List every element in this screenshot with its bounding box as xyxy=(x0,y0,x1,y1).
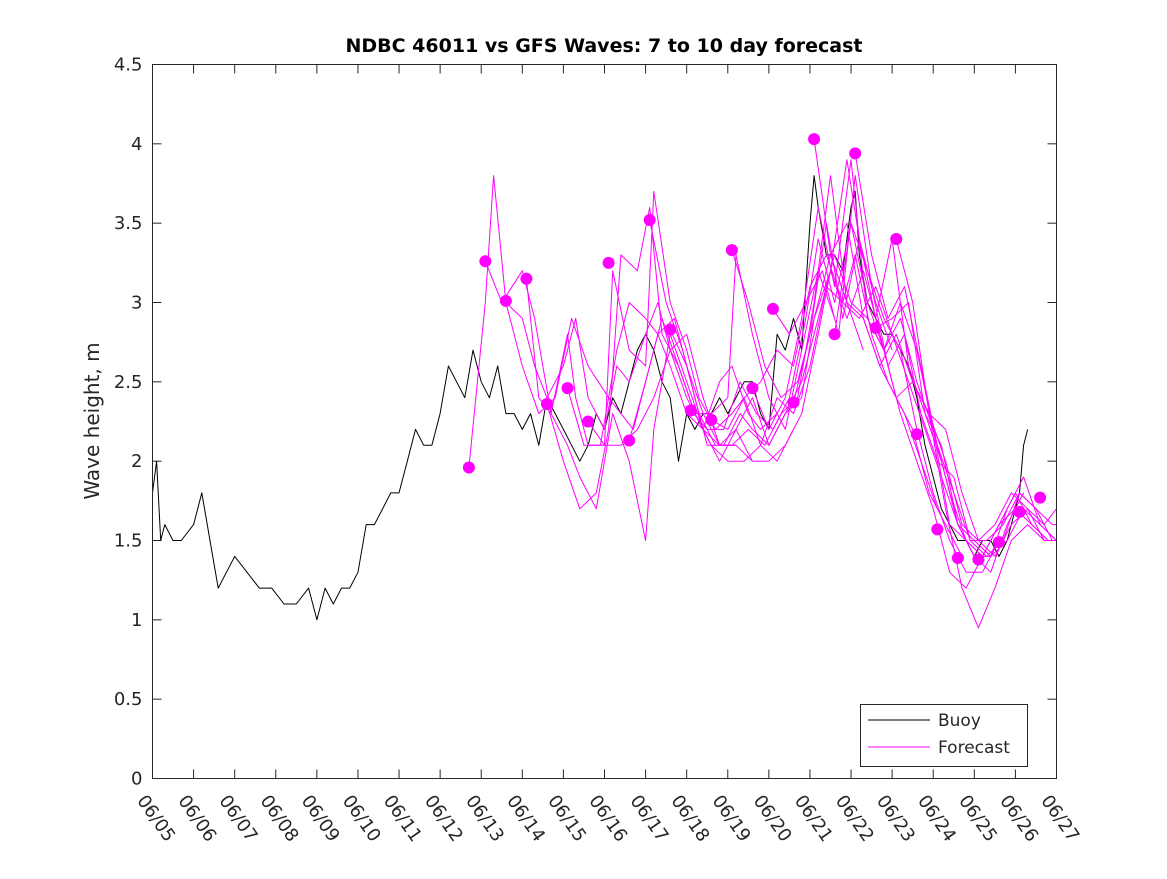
chart-title: NDBC 46011 vs GFS Waves: 7 to 10 day for… xyxy=(345,35,862,57)
forecast-marker xyxy=(951,551,964,564)
forecast-marker xyxy=(972,553,985,566)
y-axis-label: Wave height, m xyxy=(80,342,104,499)
forecast-series-line-18 xyxy=(834,222,1057,557)
forecast-marker xyxy=(462,461,475,474)
forecast-marker xyxy=(499,294,512,307)
forecast-marker xyxy=(931,523,944,536)
forecast-series-line-21 xyxy=(895,238,1057,557)
legend-buoy-label: Buoy xyxy=(938,711,981,731)
forecast-marker xyxy=(725,244,738,257)
forecast-marker xyxy=(520,272,533,285)
y-tick-label: 2 xyxy=(131,451,142,472)
y-tick-label: 2.5 xyxy=(114,372,143,393)
forecast-marker xyxy=(561,382,574,395)
forecast-marker xyxy=(705,413,718,426)
forecast-series-line-19 xyxy=(854,153,1057,541)
forecast-marker xyxy=(992,536,1005,549)
forecast-marker xyxy=(869,321,882,334)
forecast-series-line-7 xyxy=(587,159,893,462)
forecast-marker xyxy=(849,147,862,160)
forecast-marker xyxy=(1034,491,1047,504)
y-tick-label: 0 xyxy=(131,769,142,790)
forecast-marker xyxy=(602,256,615,269)
forecast-marker xyxy=(890,233,903,246)
forecast-marker xyxy=(479,255,492,268)
forecast-marker xyxy=(1013,505,1026,518)
legend: Buoy Forecast xyxy=(860,704,1028,767)
forecast-series-line-11 xyxy=(690,222,1000,573)
y-tick-label: 4.5 xyxy=(114,55,143,76)
forecast-marker xyxy=(746,382,759,395)
legend-box xyxy=(860,704,1028,767)
y-tick-label: 1 xyxy=(131,610,142,631)
legend-forecast-label: Forecast xyxy=(938,738,1010,758)
forecast-marker xyxy=(582,415,595,428)
y-tick-label: 1.5 xyxy=(114,531,143,552)
y-tick-label: 3 xyxy=(131,293,142,314)
forecast-marker xyxy=(828,328,841,341)
forecast-marker xyxy=(540,398,553,411)
forecast-series-line-20 xyxy=(875,302,1057,557)
forecast-marker xyxy=(787,396,800,409)
forecast-marker xyxy=(643,213,656,226)
y-tick-label: 4 xyxy=(131,134,142,155)
forecast-marker xyxy=(808,133,821,146)
forecast-marker xyxy=(623,434,636,447)
forecast-marker xyxy=(664,323,677,336)
plot-frame xyxy=(152,64,1057,779)
forecast-marker xyxy=(684,404,697,417)
forecast-series-line-4 xyxy=(525,190,794,462)
forecast-marker xyxy=(766,302,779,315)
forecast-marker xyxy=(910,428,923,441)
y-tick-label: 3.5 xyxy=(114,213,143,234)
plot-data xyxy=(152,133,1057,629)
y-tick-label: 0.5 xyxy=(114,689,143,710)
